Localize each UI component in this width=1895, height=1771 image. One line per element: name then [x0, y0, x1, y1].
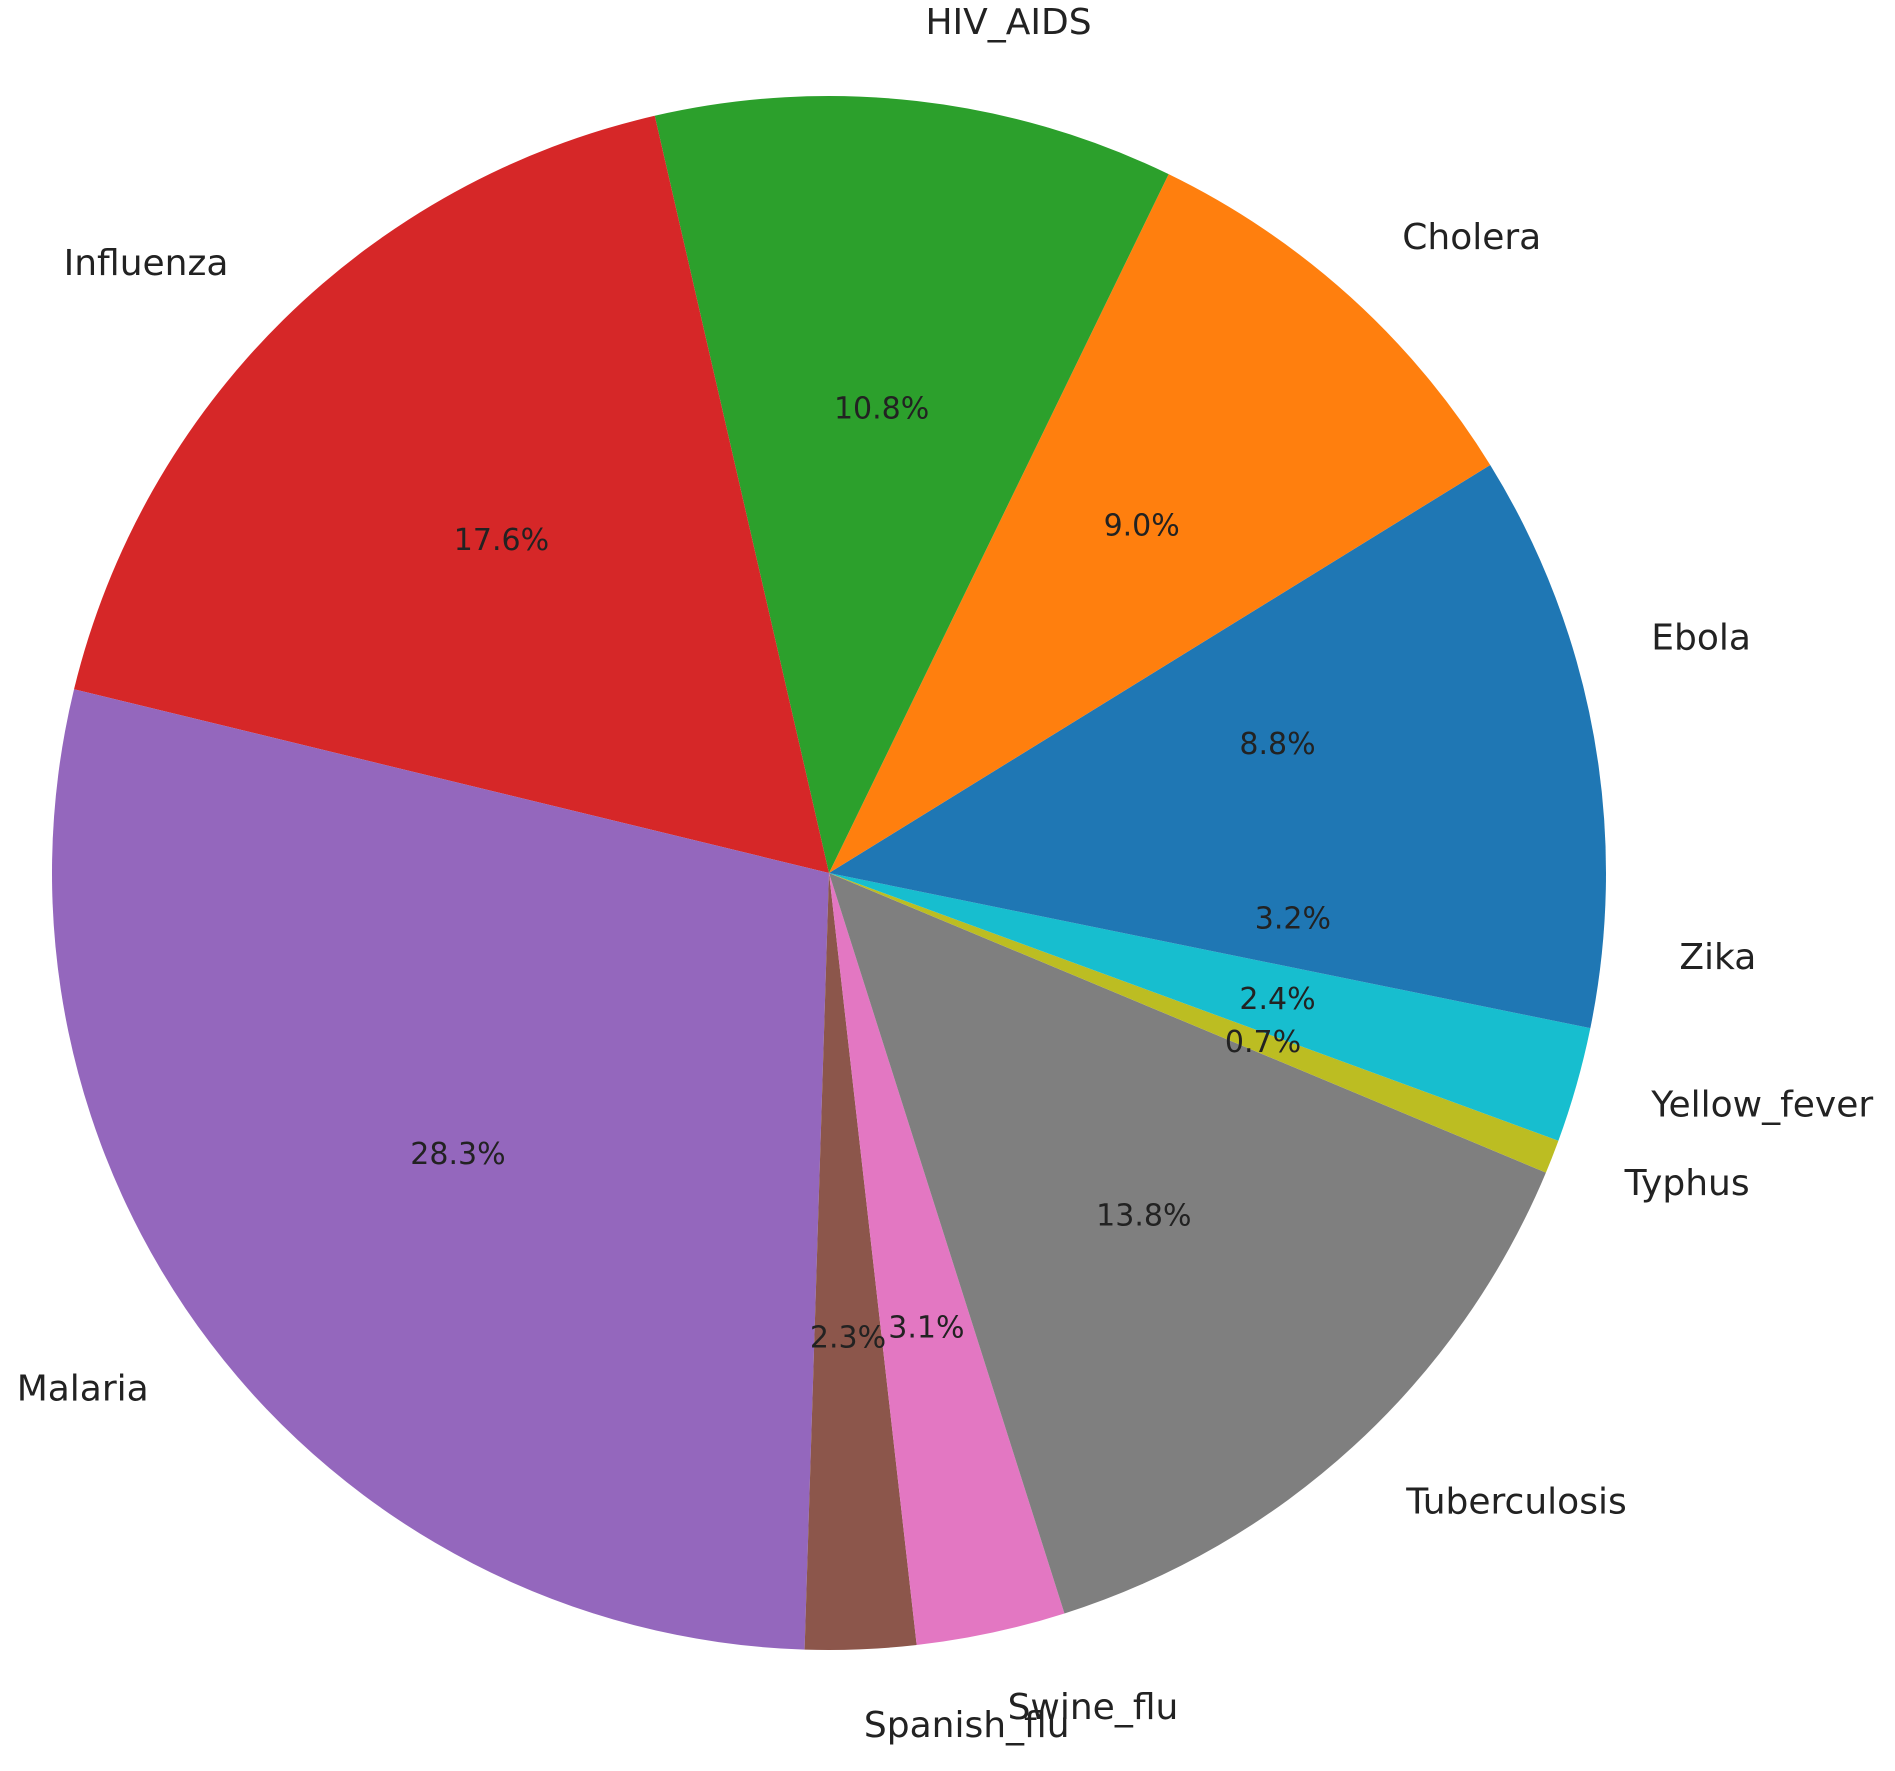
pie-slice: [829, 873, 1559, 1173]
pie-slice: [829, 873, 1546, 1614]
slice-label: Typhus: [1624, 1163, 1750, 1204]
pie-slice: [829, 174, 1491, 874]
pie-slice: [51, 689, 829, 1650]
slice-label: Zika: [1679, 937, 1756, 978]
pie-slice: [829, 873, 1065, 1646]
slice-label: Influenza: [64, 243, 229, 284]
percent-label: 28.3%: [410, 1137, 505, 1172]
pie-slice: [829, 873, 1591, 1141]
slice-label: Ebola: [1651, 618, 1751, 659]
percent-label: 8.8%: [1239, 727, 1315, 762]
pie-slice: [829, 873, 1606, 1029]
percent-label: 13.8%: [1096, 1198, 1191, 1233]
percent-label: 9.0%: [1104, 509, 1180, 544]
slice-label: HIV_AIDS: [925, 2, 1091, 43]
percent-label: 17.6%: [454, 523, 549, 558]
slice-label: Cholera: [1402, 217, 1541, 258]
percent-label: 10.8%: [834, 391, 929, 426]
slice-label: Spanish_flu: [864, 1705, 1070, 1746]
slice-label: Tuberculosis: [1405, 1481, 1627, 1522]
percent-label: 3.2%: [1255, 901, 1331, 936]
slice-label: Malaria: [17, 1368, 149, 1409]
percent-label: 0.7%: [1225, 1025, 1301, 1060]
pie-slice: [74, 115, 830, 874]
pie-slice: [654, 96, 1169, 873]
slice-label: Yellow_fever: [1650, 1084, 1873, 1125]
percent-label: 3.1%: [888, 1310, 964, 1345]
pie-slice: [804, 873, 917, 1650]
pie-slice: [829, 464, 1606, 873]
percent-label: 2.4%: [1239, 982, 1315, 1017]
slice-label: Swine_flu: [1008, 1687, 1179, 1728]
percent-label: 2.3%: [810, 1320, 886, 1355]
